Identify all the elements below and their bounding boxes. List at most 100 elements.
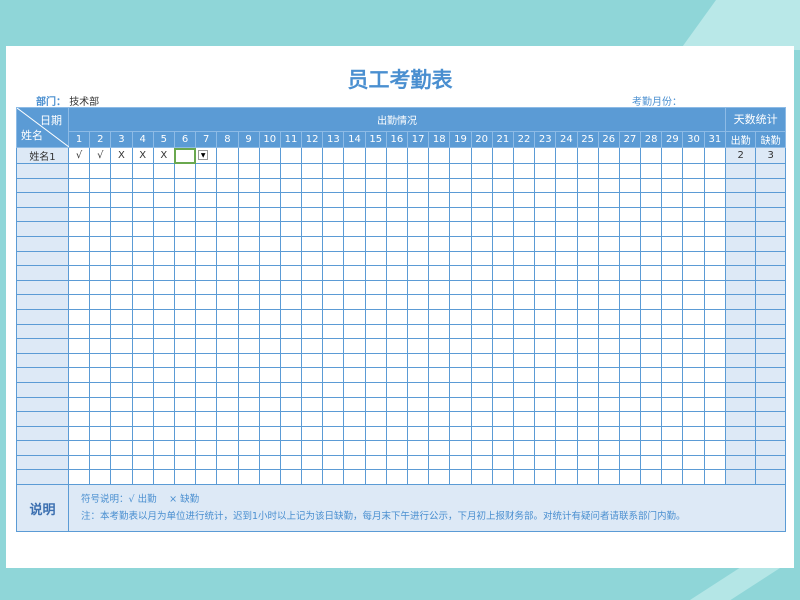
day-cell[interactable]	[597, 367, 620, 383]
day-cell[interactable]	[640, 469, 663, 486]
day-cell[interactable]	[682, 308, 705, 325]
day-cell[interactable]	[152, 454, 175, 471]
day-cell[interactable]	[703, 294, 727, 310]
day-cell[interactable]	[89, 206, 112, 223]
day-cell[interactable]	[89, 367, 112, 383]
day-cell[interactable]	[279, 425, 303, 442]
day-cell[interactable]	[173, 440, 197, 456]
day-cell[interactable]	[597, 352, 620, 369]
day-cell[interactable]	[110, 221, 133, 237]
day-cell[interactable]	[470, 192, 493, 208]
day-cell[interactable]	[216, 221, 239, 237]
day-cell[interactable]	[258, 469, 281, 486]
day-cell[interactable]	[216, 279, 239, 296]
day-cell[interactable]	[406, 308, 430, 325]
day-cell[interactable]	[449, 206, 472, 223]
day-cell[interactable]	[131, 177, 154, 194]
day-cell[interactable]	[364, 265, 387, 281]
day-cell[interactable]	[364, 352, 387, 369]
day-cell[interactable]	[470, 279, 493, 296]
day-cell[interactable]	[661, 352, 684, 369]
day-cell[interactable]	[67, 265, 91, 281]
day-cell[interactable]	[703, 163, 727, 179]
employee-name[interactable]	[16, 235, 69, 252]
day-cell[interactable]	[661, 221, 684, 237]
day-cell[interactable]	[534, 279, 557, 296]
day-cell[interactable]	[449, 338, 472, 354]
day-cell[interactable]	[89, 163, 112, 179]
day-cell[interactable]	[173, 469, 197, 486]
day-cell[interactable]	[555, 454, 578, 471]
day-cell[interactable]	[67, 411, 91, 427]
day-cell[interactable]	[322, 235, 345, 252]
day-cell[interactable]	[618, 425, 642, 442]
day-cell[interactable]	[703, 279, 727, 296]
day-cell[interactable]	[661, 177, 684, 194]
day-cell[interactable]	[152, 352, 175, 369]
day-cell[interactable]	[89, 308, 112, 325]
day-cell[interactable]	[406, 425, 430, 442]
day-cell[interactable]	[343, 265, 366, 281]
day-cell[interactable]	[110, 396, 133, 413]
day-cell[interactable]	[576, 323, 599, 340]
day-cell[interactable]	[512, 250, 536, 267]
day-cell[interactable]	[428, 177, 451, 194]
dropdown-arrow-icon[interactable]: ▼	[198, 150, 209, 160]
day-cell[interactable]	[385, 367, 409, 383]
day-cell[interactable]	[682, 323, 705, 340]
day-cell[interactable]	[152, 308, 175, 325]
day-cell[interactable]	[173, 308, 197, 325]
day-cell[interactable]	[428, 294, 451, 310]
day-cell[interactable]	[279, 221, 303, 237]
day-cell[interactable]	[110, 294, 133, 310]
day-cell[interactable]	[110, 163, 133, 179]
day-cell[interactable]	[258, 206, 281, 223]
day-cell[interactable]	[576, 147, 599, 164]
day-cell[interactable]	[237, 367, 260, 383]
day-cell[interactable]	[237, 265, 260, 281]
day-cell[interactable]	[682, 279, 705, 296]
day-cell[interactable]	[512, 440, 536, 456]
day-cell[interactable]	[640, 396, 663, 413]
day-cell[interactable]	[237, 147, 260, 164]
day-cell[interactable]	[131, 381, 154, 398]
day-cell[interactable]	[237, 163, 260, 179]
day-cell[interactable]	[364, 250, 387, 267]
day-cell[interactable]	[640, 192, 663, 208]
day-cell[interactable]	[237, 323, 260, 340]
day-cell[interactable]	[110, 192, 133, 208]
day-cell[interactable]	[279, 279, 303, 296]
day-cell[interactable]	[67, 425, 91, 442]
day-cell[interactable]	[703, 367, 727, 383]
day-cell[interactable]	[385, 396, 409, 413]
employee-name[interactable]	[16, 381, 69, 398]
day-cell[interactable]	[491, 454, 514, 471]
day-cell[interactable]	[661, 454, 684, 471]
day-cell[interactable]	[301, 469, 324, 486]
day-cell[interactable]	[406, 147, 430, 164]
day-cell[interactable]	[555, 411, 578, 427]
day-cell[interactable]	[131, 221, 154, 237]
day-cell[interactable]	[216, 323, 239, 340]
employee-name[interactable]	[16, 163, 69, 179]
day-cell[interactable]	[470, 308, 493, 325]
day-cell[interactable]	[640, 411, 663, 427]
day-cell[interactable]	[470, 323, 493, 340]
day-cell[interactable]	[237, 425, 260, 442]
day-cell[interactable]	[279, 323, 303, 340]
day-cell[interactable]	[110, 250, 133, 267]
day-cell[interactable]	[195, 177, 218, 194]
day-cell[interactable]	[67, 323, 91, 340]
day-cell[interactable]	[512, 352, 536, 369]
employee-name[interactable]	[16, 411, 69, 427]
day-cell[interactable]	[173, 454, 197, 471]
day-cell[interactable]	[661, 308, 684, 325]
day-cell[interactable]	[703, 177, 727, 194]
day-cell[interactable]	[640, 279, 663, 296]
employee-name[interactable]	[16, 177, 69, 194]
day-cell[interactable]	[195, 221, 218, 237]
day-cell[interactable]	[449, 250, 472, 267]
day-cell[interactable]	[534, 323, 557, 340]
day-cell[interactable]	[555, 338, 578, 354]
day-cell[interactable]	[131, 425, 154, 442]
